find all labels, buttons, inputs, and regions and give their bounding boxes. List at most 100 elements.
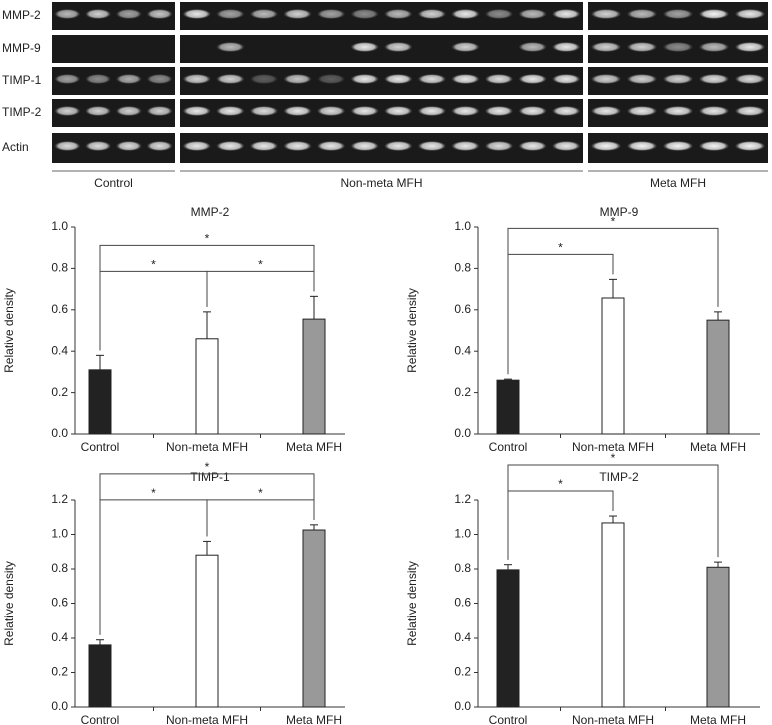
y-tick-label: 0.8 (454, 561, 471, 575)
gel-band (249, 141, 279, 151)
gel-band (698, 9, 730, 19)
y-tick-label: 0.0 (454, 426, 471, 440)
gel-band (283, 74, 312, 84)
gel-band (115, 9, 142, 19)
x-tick-label: Meta MFH (690, 713, 746, 725)
y-tick-label: 0.2 (51, 665, 68, 679)
gel-row-label: MMP-9 (2, 41, 41, 55)
gel-band (552, 106, 581, 116)
y-tick-label: 0.4 (51, 630, 68, 644)
chart-title: TIMP-2 (599, 470, 639, 484)
gel-band (662, 141, 694, 151)
x-tick-label: Meta MFH (286, 713, 342, 725)
significance-bracket (99, 244, 315, 351)
y-tick-label: 0.4 (51, 343, 68, 357)
gel-band (417, 74, 446, 84)
gel-band (317, 106, 346, 116)
gel-panel (180, 35, 583, 63)
x-tick-label: Non-meta MFH (166, 713, 248, 725)
y-tick-label: 0.0 (51, 426, 68, 440)
gel-band (734, 9, 766, 19)
gel-band (518, 141, 547, 151)
gel-band (384, 9, 413, 19)
gel-band (590, 74, 622, 84)
gel-band (626, 106, 658, 116)
gel-band (417, 106, 446, 116)
gel-band (146, 9, 173, 19)
gel-band (451, 42, 480, 52)
gel-band (590, 9, 622, 19)
gel-band (216, 106, 245, 116)
significance-bracket (507, 253, 614, 375)
bar (706, 319, 730, 435)
bar (195, 338, 219, 435)
gel-band (85, 141, 112, 151)
y-tick-label: 1.0 (454, 219, 471, 233)
gel-band (451, 9, 480, 19)
gel-band (283, 106, 312, 116)
gel-row-label: Actin (2, 140, 29, 154)
y-tick-label: 0.8 (51, 561, 68, 575)
gel-band (417, 9, 446, 19)
x-tick-label: Non-meta MFH (572, 440, 654, 454)
gel-band (146, 106, 173, 116)
y-tick-label: 0.2 (51, 385, 68, 399)
gel-band (216, 74, 245, 84)
significance-bracket (99, 499, 208, 635)
y-tick-label: 0.6 (454, 596, 471, 610)
chart-title: MMP-2 (191, 205, 230, 219)
significance-label: * (205, 460, 210, 474)
gel-band (552, 42, 581, 52)
x-tick-label: Control (489, 713, 528, 725)
y-tick-label: 0.6 (51, 596, 68, 610)
y-tick-label: 0.6 (454, 302, 471, 316)
bar (496, 569, 520, 708)
x-tick-label: Non-meta MFH (166, 440, 248, 454)
gel-row-label: MMP-2 (2, 8, 41, 22)
gel-band (626, 9, 658, 19)
gel-band (662, 106, 694, 116)
gel-band (384, 106, 413, 116)
gel-band (484, 9, 514, 19)
gel-band (350, 9, 379, 19)
gel-band (216, 9, 245, 19)
bar-chart: TIMP-1 Relative density 0.0 0.2 0.4 0.6 0.8 1.0… (2, 460, 345, 725)
y-tick-label: 0.0 (51, 699, 68, 713)
gel-band (249, 74, 279, 84)
significance-bracket (99, 270, 208, 351)
y-tick-label: 1.0 (51, 527, 68, 541)
significance-bracket (206, 270, 315, 307)
x-tick-label: Meta MFH (690, 440, 746, 454)
gel-band (317, 74, 346, 84)
gel-band (590, 106, 622, 116)
y-tick-label: 0.2 (454, 665, 471, 679)
gel-panel (180, 67, 583, 95)
group-label: Control (94, 176, 133, 190)
gel-band (182, 9, 211, 19)
y-tick-label: 1.2 (454, 492, 471, 506)
gel-band (115, 106, 142, 116)
chart-title: MMP-9 (600, 205, 639, 219)
gel-band (216, 42, 245, 52)
bar-chart: TIMP-2 Relative density 0.0 0.2 0.4 0.6 0.8 1.0… (405, 451, 760, 725)
gel-band (698, 141, 730, 151)
gel-band (146, 74, 173, 84)
gel-band (590, 42, 622, 52)
y-axis-label: Relative density (405, 561, 419, 646)
gel-band (115, 74, 142, 84)
gel-band (451, 74, 480, 84)
gel-band (451, 106, 480, 116)
bar (302, 529, 326, 708)
bar (302, 318, 326, 435)
gel-band (662, 74, 694, 84)
y-tick-label: 0.2 (454, 385, 471, 399)
significance-bracket (99, 473, 315, 635)
gel-band (698, 106, 730, 116)
gel-band (734, 74, 766, 84)
gel-band (552, 141, 581, 151)
gel-band (54, 74, 81, 84)
gel-band (249, 106, 279, 116)
gel-panel (180, 133, 583, 163)
gel-band (283, 141, 312, 151)
